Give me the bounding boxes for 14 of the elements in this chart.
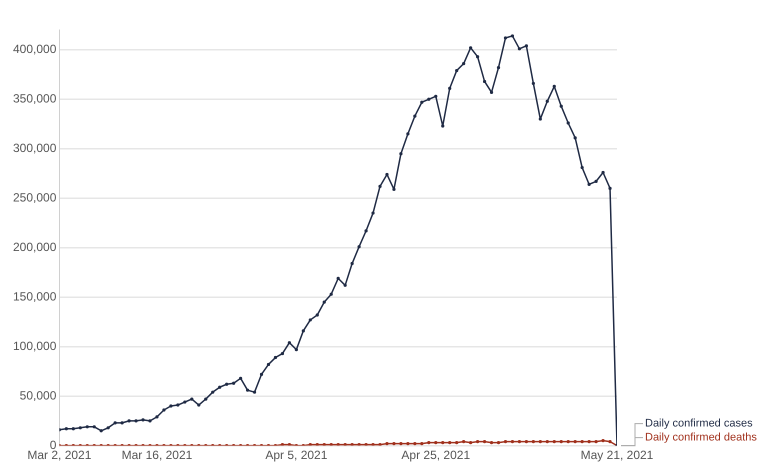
y-tick-label: 50,000: [20, 388, 57, 402]
text: Daily confirmed deaths: [645, 432, 758, 444]
y-tick-label: 100,000: [12, 338, 57, 353]
y-tick-label: 400,000: [12, 42, 57, 56]
x-tick-label: Apr 25, 2021: [401, 448, 470, 462]
x-tick-label: May 21, 2021: [580, 448, 654, 462]
text: Daily confirmed cases: [645, 418, 754, 430]
x-tick-label: Apr 5, 2021: [265, 448, 328, 462]
y-tick-label: 350,000: [12, 92, 57, 106]
y-tick-label: 300,000: [12, 141, 57, 156]
y-tick-label: 250,000: [12, 190, 57, 205]
y-tick-label: 200,000: [12, 240, 57, 254]
y-tick-label: 150,000: [12, 289, 57, 304]
x-tick-label: Mar 16, 2021: [122, 448, 193, 462]
